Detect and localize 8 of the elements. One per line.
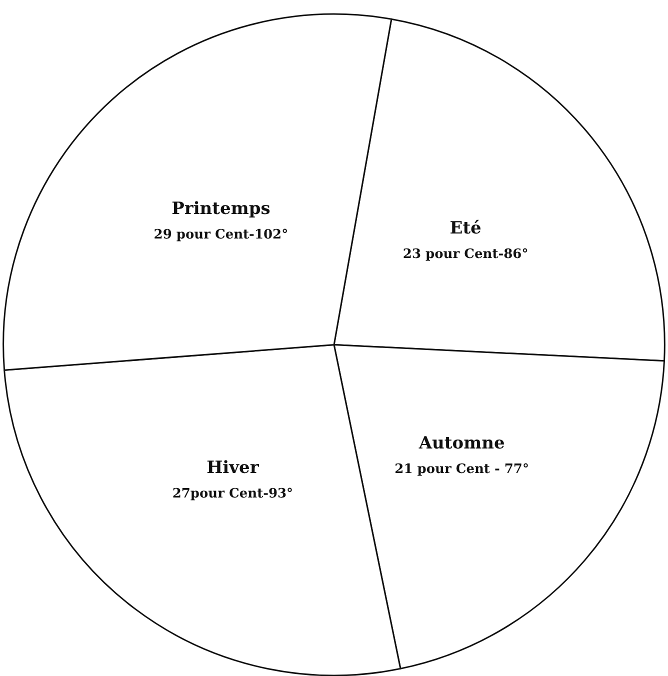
- slice-label: Eté: [450, 218, 482, 239]
- data-label: 23 pour Cent-86°: [402, 247, 528, 262]
- slice-label: Automne: [418, 433, 505, 454]
- data-label: 21 pour Cent - 77°: [394, 462, 529, 477]
- slice-label: Printemps: [172, 199, 270, 220]
- data-label: 27pour Cent-93°: [172, 486, 294, 502]
- data-label: 29 pour Cent-102°: [154, 228, 288, 243]
- slice-label: Hiver: [206, 458, 260, 478]
